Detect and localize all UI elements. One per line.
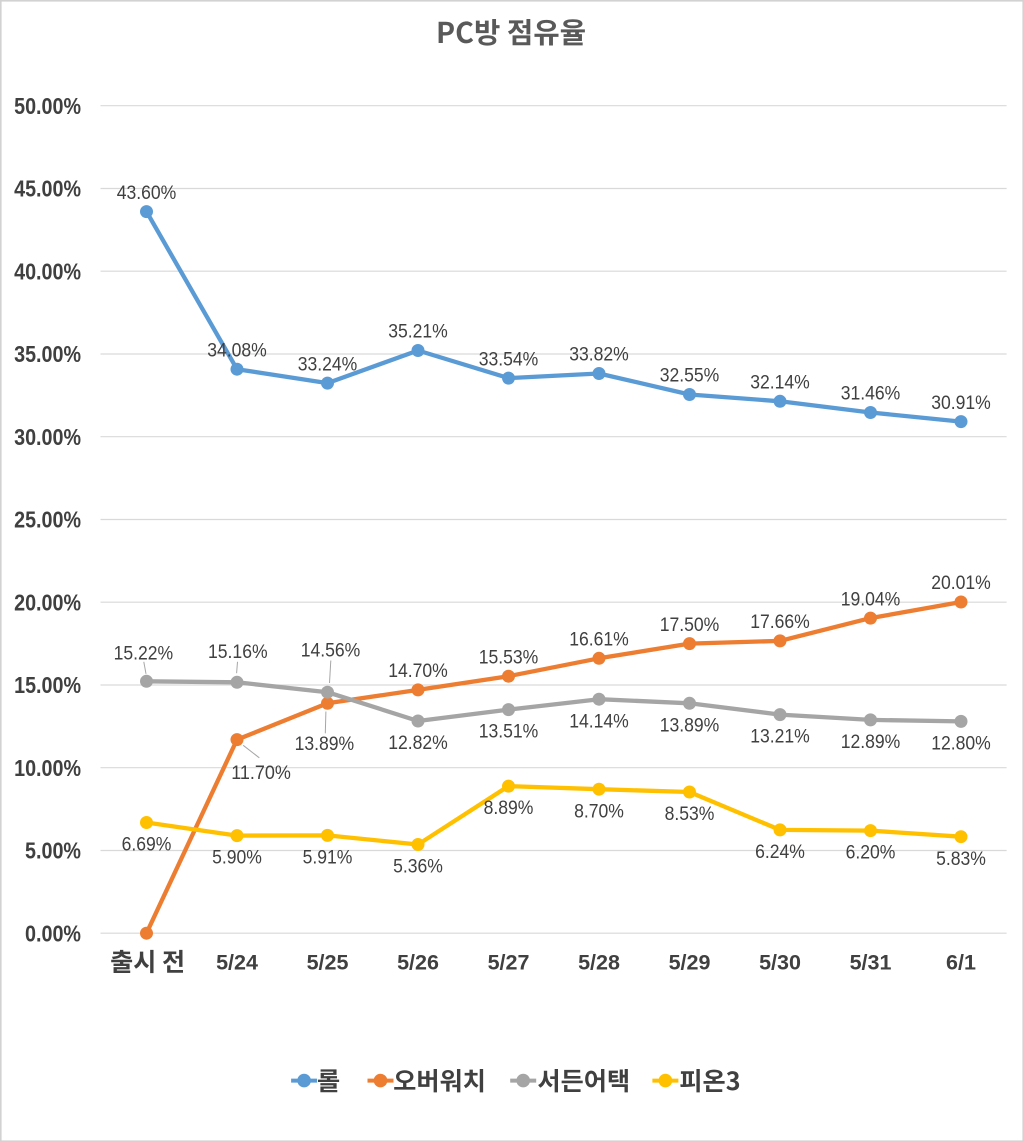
svg-text:13.89%: 13.89% xyxy=(295,734,355,755)
svg-text:5/25: 5/25 xyxy=(307,950,349,974)
svg-text:5.91%: 5.91% xyxy=(303,848,353,869)
svg-text:5/31: 5/31 xyxy=(850,950,892,974)
svg-text:50.00%: 50.00% xyxy=(14,93,81,119)
svg-text:30.00%: 30.00% xyxy=(14,424,81,450)
svg-text:33.82%: 33.82% xyxy=(569,345,629,366)
svg-text:20.01%: 20.01% xyxy=(931,573,991,594)
svg-text:25.00%: 25.00% xyxy=(14,507,81,533)
svg-text:17.66%: 17.66% xyxy=(750,612,810,633)
svg-text:13.21%: 13.21% xyxy=(750,727,810,748)
svg-text:40.00%: 40.00% xyxy=(14,259,81,285)
svg-text:14.70%: 14.70% xyxy=(388,661,448,682)
svg-text:19.04%: 19.04% xyxy=(841,589,901,610)
svg-text:13.89%: 13.89% xyxy=(660,715,720,736)
svg-text:8.89%: 8.89% xyxy=(484,798,534,819)
svg-text:12.82%: 12.82% xyxy=(388,733,448,754)
svg-text:6.24%: 6.24% xyxy=(755,842,805,863)
svg-text:32.55%: 32.55% xyxy=(660,366,720,387)
svg-text:5.36%: 5.36% xyxy=(393,857,443,878)
svg-text:11.70%: 11.70% xyxy=(231,763,291,784)
svg-text:15.00%: 15.00% xyxy=(14,672,81,698)
svg-text:31.46%: 31.46% xyxy=(841,384,901,405)
svg-text:5/30: 5/30 xyxy=(759,950,801,974)
svg-text:35.21%: 35.21% xyxy=(388,322,448,343)
svg-text:6/1: 6/1 xyxy=(946,950,976,974)
svg-text:13.51%: 13.51% xyxy=(479,722,539,743)
svg-text:5.90%: 5.90% xyxy=(212,848,262,869)
svg-text:15.53%: 15.53% xyxy=(479,647,539,668)
svg-text:14.56%: 14.56% xyxy=(301,640,361,661)
svg-text:35.00%: 35.00% xyxy=(14,341,81,367)
svg-text:30.91%: 30.91% xyxy=(931,393,991,414)
svg-text:17.50%: 17.50% xyxy=(660,615,720,636)
svg-text:5/29: 5/29 xyxy=(669,950,711,974)
svg-text:43.60%: 43.60% xyxy=(117,183,177,204)
svg-text:33.54%: 33.54% xyxy=(479,349,539,370)
svg-text:15.22%: 15.22% xyxy=(114,644,174,665)
svg-text:5.83%: 5.83% xyxy=(936,849,986,870)
svg-text:5/26: 5/26 xyxy=(397,950,439,974)
svg-text:12.80%: 12.80% xyxy=(931,734,991,755)
svg-text:15.16%: 15.16% xyxy=(208,642,268,663)
svg-text:5/27: 5/27 xyxy=(488,950,530,974)
svg-text:8.70%: 8.70% xyxy=(574,801,624,822)
svg-text:34.08%: 34.08% xyxy=(207,340,267,361)
svg-text:14.14%: 14.14% xyxy=(569,711,629,732)
svg-text:32.14%: 32.14% xyxy=(750,373,810,394)
svg-text:20.00%: 20.00% xyxy=(14,590,81,616)
svg-text:12.89%: 12.89% xyxy=(841,732,901,753)
svg-text:10.00%: 10.00% xyxy=(14,755,81,781)
svg-text:45.00%: 45.00% xyxy=(14,176,81,202)
svg-text:33.24%: 33.24% xyxy=(298,354,358,375)
svg-text:16.61%: 16.61% xyxy=(569,630,629,651)
svg-text:5/28: 5/28 xyxy=(578,950,620,974)
svg-text:6.20%: 6.20% xyxy=(846,843,896,864)
svg-text:5/24: 5/24 xyxy=(216,950,258,974)
svg-text:8.53%: 8.53% xyxy=(665,804,715,825)
svg-text:5.00%: 5.00% xyxy=(25,838,81,864)
svg-text:6.69%: 6.69% xyxy=(122,835,172,856)
svg-text:0.00%: 0.00% xyxy=(25,921,81,947)
